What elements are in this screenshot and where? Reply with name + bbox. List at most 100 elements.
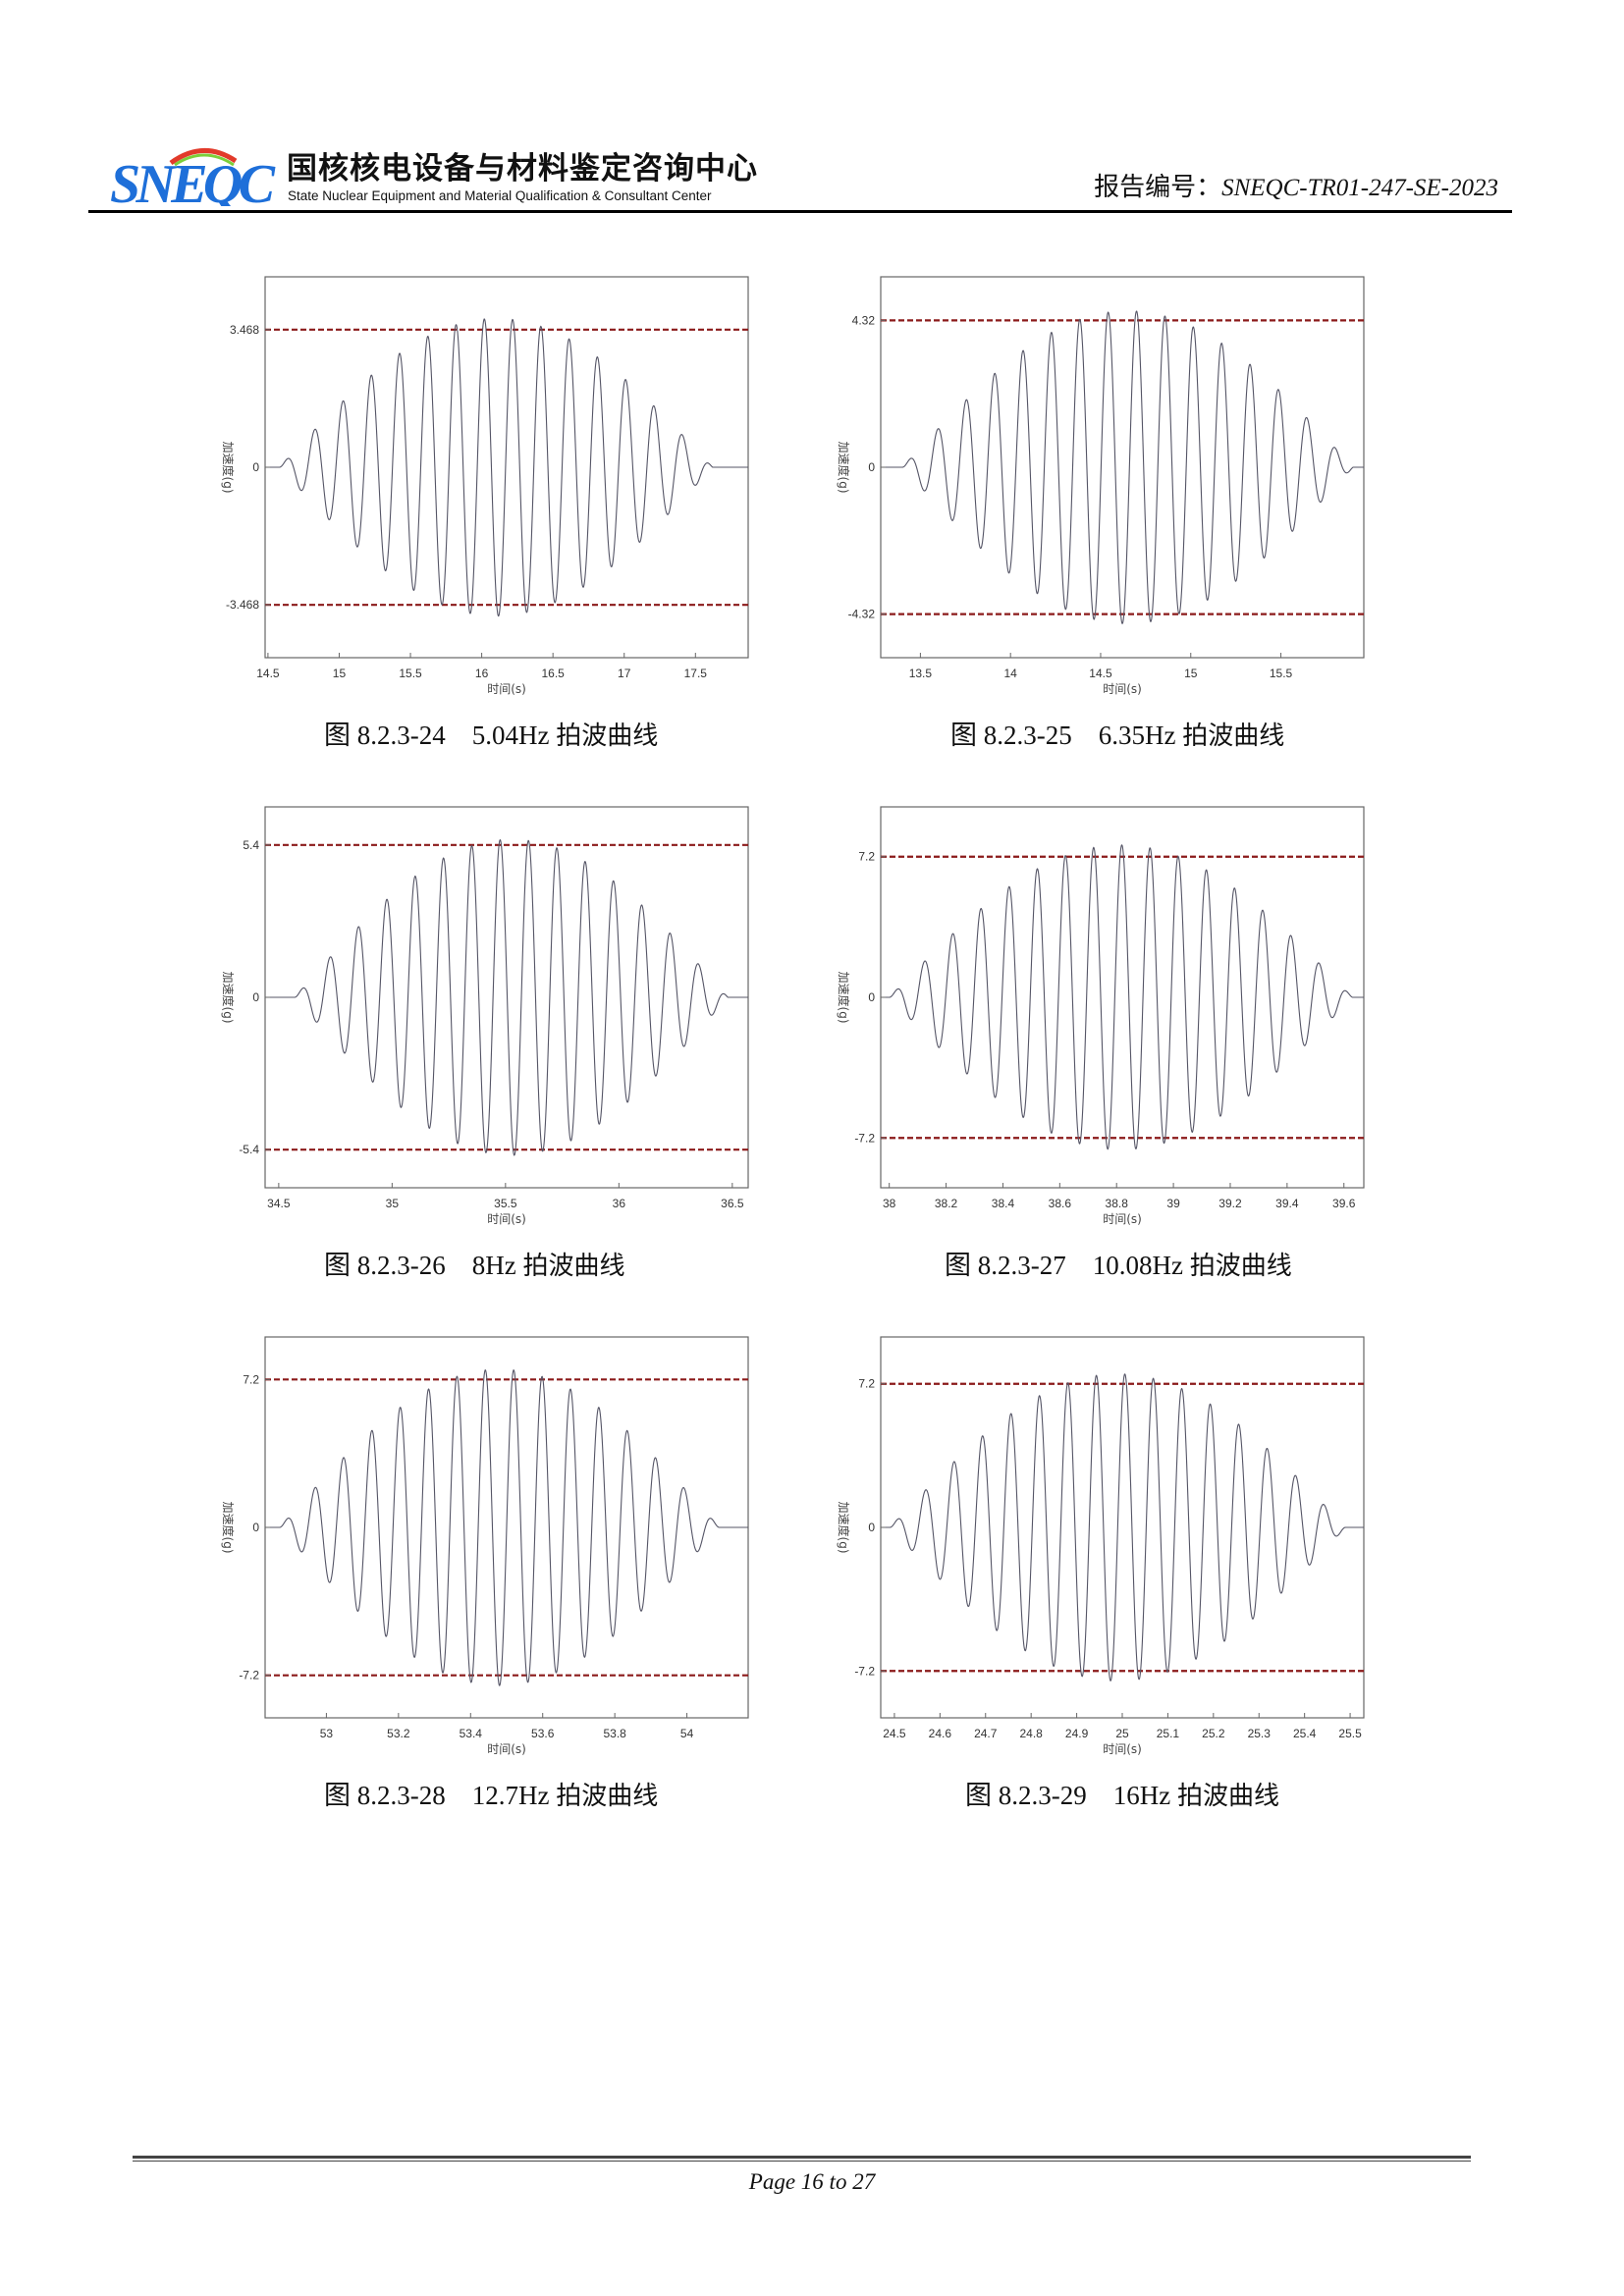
- page-number: Page 16 to 27: [748, 2169, 876, 2194]
- org-name-en: State Nuclear Equipment and Material Qua…: [288, 188, 712, 203]
- x-tick-label: 39: [1166, 1197, 1180, 1210]
- x-tick-label: 15: [333, 667, 347, 680]
- x-tick-label: 53: [320, 1727, 334, 1740]
- waveform-line: [265, 1368, 748, 1686]
- beat-wave-chart: 34.5 35 35.5 36 36.5 -5.4 0 5.4 时间(s) 加速度(g): [221, 806, 749, 1226]
- y-axis-label: 加速度(g): [837, 442, 851, 494]
- beat-wave-chart: 38 38.2 38.4 38.6 38.8 39 39.2 39.4 39.6 -7.2 0 7.2…: [837, 806, 1365, 1226]
- beat-wave-chart: 53 53.2 53.4 53.6 53.8 54 -7.2 0 7.2 时间(s) 加速度(g): [221, 1336, 749, 1756]
- x-tick-label: 25.4: [1293, 1727, 1317, 1740]
- y-tick-label: 0: [868, 460, 875, 474]
- sneqc-logo: SNEQC: [110, 148, 276, 206]
- y-tick-label: -7.2: [854, 1664, 875, 1678]
- x-tick-label: 54: [680, 1727, 694, 1740]
- svg-text:SNEQC: SNEQC: [110, 154, 276, 206]
- x-tick-label: 36: [613, 1197, 626, 1210]
- x-tick-label: 15.5: [399, 667, 422, 680]
- y-tick-label: -4.32: [848, 608, 876, 621]
- caption-frequency: 12.7Hz: [471, 1781, 550, 1810]
- y-tick-label: -7.2: [239, 1669, 259, 1682]
- waveform-line: [881, 1373, 1364, 1682]
- figure-caption: 图 8.2.3-28 12.7Hz 拍波曲线: [324, 1774, 658, 1812]
- caption-text: 拍波曲线: [1182, 721, 1285, 751]
- plot-area: [880, 276, 1365, 659]
- y-tick-label: 4.32: [852, 313, 876, 327]
- y-axis-label: 加速度(g): [837, 972, 851, 1024]
- y-tick-label: 0: [868, 1521, 875, 1534]
- x-tick-label: 25.2: [1202, 1727, 1225, 1740]
- x-tick-label: 17.5: [684, 667, 708, 680]
- caption-text: 拍波曲线: [522, 1252, 625, 1281]
- report-label: 报告编号：: [1094, 173, 1222, 202]
- x-tick-label: 24.8: [1019, 1727, 1043, 1740]
- x-axis-label: 时间(s): [487, 1212, 526, 1226]
- x-tick-label: 25.1: [1157, 1727, 1180, 1740]
- x-tick-label: 25.3: [1248, 1727, 1272, 1740]
- waveform-line: [265, 318, 748, 617]
- report-number-block: 报告编号：SNEQC-TR01-247-SE-2023: [1094, 167, 1498, 203]
- figure-caption: 图 8.2.3-26 8Hz 拍波曲线: [324, 1244, 625, 1282]
- x-tick-label: 14.5: [256, 667, 280, 680]
- y-axis-label: 加速度(g): [221, 442, 236, 494]
- y-tick-label: 7.2: [858, 1377, 875, 1391]
- x-tick-label: 15: [1184, 667, 1198, 680]
- x-tick-label: 24.7: [974, 1727, 998, 1740]
- x-tick-label: 53.8: [603, 1727, 626, 1740]
- header-divider: [88, 210, 1512, 213]
- x-axis-label: 时间(s): [1103, 1212, 1142, 1226]
- y-axis-label: 加速度(g): [221, 972, 236, 1024]
- figure-caption: 图 8.2.3-24 5.04Hz 拍波曲线: [324, 714, 658, 752]
- y-tick-label: 5.4: [243, 838, 259, 852]
- y-tick-label: 7.2: [858, 850, 875, 864]
- beat-wave-chart: 24.5 24.6 24.7 24.8 24.9 25 25.1 25.2 25.3 25.4 25…: [837, 1336, 1365, 1756]
- caption-frequency: 5.04Hz: [471, 721, 550, 750]
- plot-area: [264, 276, 749, 659]
- beat-wave-chart: 14.5 15 15.5 16 16.5 17 17.5 -3.468 0 3.468 时间(s) 加…: [221, 276, 749, 696]
- caption-number: 图 8.2.3-28: [324, 1781, 446, 1810]
- waveform-line: [881, 310, 1364, 625]
- x-tick-label: 24.6: [929, 1727, 952, 1740]
- x-tick-label: 38.6: [1049, 1197, 1072, 1210]
- caption-number: 图 8.2.3-24: [324, 721, 446, 750]
- caption-text: 拍波曲线: [556, 1782, 659, 1811]
- waveform-line: [265, 838, 748, 1156]
- x-tick-label: 39.4: [1275, 1197, 1299, 1210]
- caption-number: 图 8.2.3-26: [324, 1251, 446, 1280]
- y-axis-label: 加速度(g): [837, 1502, 851, 1554]
- caption-frequency: 10.08Hz: [1092, 1251, 1183, 1280]
- x-tick-label: 13.5: [909, 667, 933, 680]
- footer-divider: [133, 2156, 1471, 2159]
- x-tick-label: 24.5: [883, 1727, 906, 1740]
- x-tick-label: 36.5: [721, 1197, 744, 1210]
- footer-divider-thin: [133, 2161, 1471, 2162]
- y-tick-label: 7.2: [243, 1372, 259, 1386]
- figure-caption: 图 8.2.3-25 6.35Hz 拍波曲线: [950, 714, 1284, 752]
- x-tick-label: 25: [1115, 1727, 1129, 1740]
- y-tick-label: -5.4: [239, 1143, 259, 1156]
- x-tick-label: 53.4: [460, 1727, 483, 1740]
- caption-number: 图 8.2.3-29: [965, 1781, 1087, 1810]
- x-tick-label: 15.5: [1270, 667, 1293, 680]
- figure-caption: 图 8.2.3-29 16Hz 拍波曲线: [965, 1774, 1279, 1812]
- y-tick-label: 0: [252, 460, 259, 474]
- x-tick-label: 53.6: [531, 1727, 555, 1740]
- x-tick-label: 39.2: [1218, 1197, 1242, 1210]
- org-name-cn: 国核核电设备与材料鉴定咨询中心: [287, 151, 758, 187]
- x-tick-label: 38.4: [992, 1197, 1015, 1210]
- x-tick-label: 39.6: [1332, 1197, 1356, 1210]
- waveform-line: [881, 844, 1364, 1150]
- x-tick-label: 17: [618, 667, 631, 680]
- report-number: SNEQC-TR01-247-SE-2023: [1221, 175, 1498, 201]
- x-tick-label: 14: [1003, 667, 1017, 680]
- y-tick-label: 0: [868, 990, 875, 1004]
- caption-text: 拍波曲线: [1189, 1252, 1292, 1281]
- beat-wave-chart: 13.5 14 14.5 15 15.5 -4.32 0 4.32 时间(s) 加速度(g): [837, 276, 1365, 696]
- x-axis-label: 时间(s): [487, 682, 526, 696]
- caption-frequency: 8Hz: [471, 1251, 516, 1280]
- x-tick-label: 16.5: [541, 667, 565, 680]
- caption-frequency: 6.35Hz: [1098, 721, 1176, 750]
- x-axis-label: 时间(s): [1103, 682, 1142, 696]
- x-tick-label: 25.5: [1338, 1727, 1362, 1740]
- x-tick-label: 35.5: [494, 1197, 517, 1210]
